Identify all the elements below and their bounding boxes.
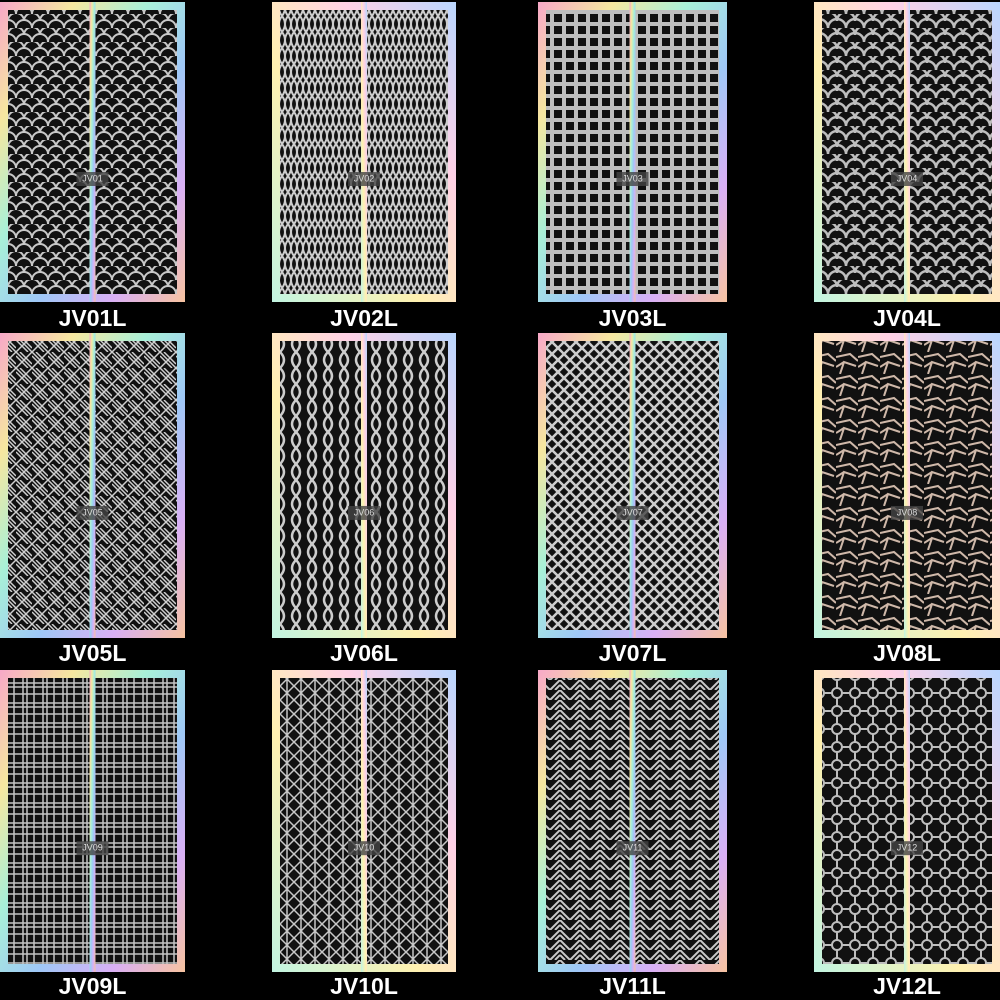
panel-label: JV05L	[59, 640, 127, 666]
code-tag: JV07	[622, 507, 643, 517]
code-tag: JV02	[354, 173, 375, 183]
panel-label: JV06L	[330, 640, 398, 666]
stencil-divider	[904, 333, 910, 638]
code-tag: JV11	[623, 843, 643, 853]
stencil-divider	[361, 333, 367, 638]
code-tag: JV04	[897, 173, 918, 183]
code-tag: JV10	[354, 843, 375, 853]
code-tag-bg	[76, 505, 109, 520]
stencil-divider	[904, 2, 910, 302]
stencil-divider	[361, 2, 367, 302]
panel-label: JV01L	[59, 305, 127, 331]
panel-label: JV03L	[599, 305, 667, 331]
code-tag: JV05	[82, 507, 103, 517]
code-tag-bg	[348, 841, 380, 856]
stencil-divider	[89, 670, 96, 972]
stencil-divider	[904, 670, 910, 972]
code-tag: JV08	[897, 507, 918, 517]
panel-label: JV02L	[330, 305, 398, 331]
code-tag: JV09	[82, 843, 103, 853]
code-tag-bg	[891, 172, 923, 186]
panel-label: JV10L	[330, 973, 398, 999]
code-tag: JV12	[897, 843, 918, 853]
code-tag-bg	[348, 505, 380, 520]
panel-label: JV09L	[59, 973, 127, 999]
code-tag-bg	[348, 172, 380, 186]
code-tag-bg	[616, 505, 649, 520]
stencil-divider	[629, 2, 636, 302]
code-tag-bg	[891, 505, 923, 520]
stencil-divider	[89, 2, 96, 302]
code-tag-bg	[76, 172, 109, 186]
stencil-divider	[361, 670, 367, 972]
code-tag: JV03	[622, 173, 643, 183]
stencil-divider	[89, 333, 96, 638]
panel-label: JV04L	[873, 305, 941, 331]
code-tag-bg	[76, 841, 109, 856]
stencil-divider	[629, 333, 636, 638]
code-tag: JV01	[82, 173, 103, 183]
code-tag-bg	[616, 172, 649, 186]
stencil-divider	[629, 670, 636, 972]
panel-label: JV07L	[599, 640, 667, 666]
code-tag-bg	[891, 841, 923, 856]
code-tag-bg	[616, 841, 649, 856]
panel-label: JV12L	[873, 973, 941, 999]
code-tag: JV06	[354, 507, 375, 517]
panel-label: JV11L	[599, 973, 666, 999]
panel-label: JV08L	[873, 640, 941, 666]
